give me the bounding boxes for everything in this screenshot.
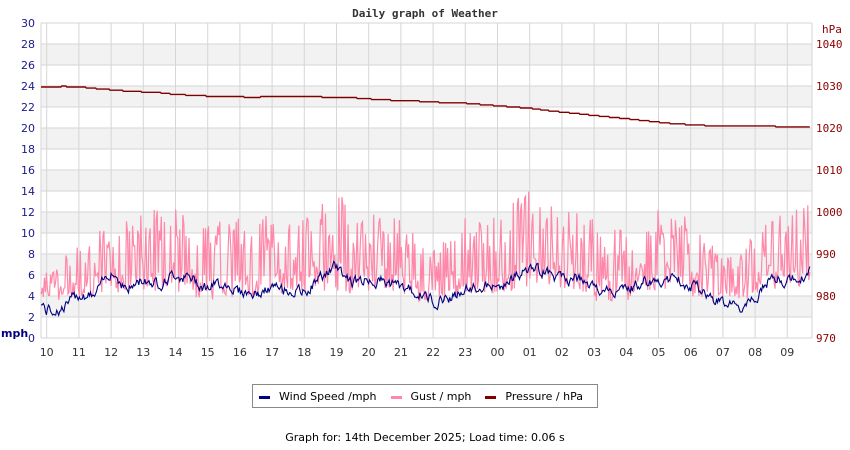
svg-text:1020: 1020 xyxy=(816,122,843,135)
svg-text:23: 23 xyxy=(458,346,472,359)
wind-speed-series xyxy=(41,260,811,318)
svg-text:1010: 1010 xyxy=(816,164,843,177)
right-y-axis-label: hPa xyxy=(822,23,842,36)
svg-text:19: 19 xyxy=(330,346,344,359)
svg-text:22: 22 xyxy=(426,346,440,359)
svg-text:10: 10 xyxy=(40,346,54,359)
wind-speed-swatch-icon xyxy=(259,396,270,399)
svg-text:08: 08 xyxy=(748,346,762,359)
graph-footer-status: Graph for: 14th December 2025; Load time… xyxy=(285,431,565,444)
left-y-axis-label: mph xyxy=(1,327,28,340)
svg-text:05: 05 xyxy=(652,346,666,359)
svg-text:1040: 1040 xyxy=(816,38,843,51)
svg-text:07: 07 xyxy=(716,346,730,359)
svg-text:1000: 1000 xyxy=(816,206,843,219)
svg-text:6: 6 xyxy=(28,269,35,282)
svg-text:970: 970 xyxy=(816,332,836,345)
svg-text:16: 16 xyxy=(21,164,35,177)
svg-text:990: 990 xyxy=(816,248,836,261)
svg-text:24: 24 xyxy=(21,80,35,93)
svg-text:10: 10 xyxy=(21,227,35,240)
svg-text:12: 12 xyxy=(21,206,35,219)
svg-text:09: 09 xyxy=(780,346,794,359)
chart-legend: Wind Speed /mph Gust / mph Pressure / hP… xyxy=(252,384,598,408)
svg-text:17: 17 xyxy=(265,346,279,359)
pressure-series xyxy=(41,85,810,128)
svg-text:15: 15 xyxy=(201,346,215,359)
plot-background-bands xyxy=(41,44,812,317)
right-y-axis-ticks: 970 980 990 1000 1010 1020 1030 1040 xyxy=(816,38,843,345)
legend-label: Wind Speed /mph xyxy=(279,389,377,403)
legend-item-wind-speed: Wind Speed /mph xyxy=(259,390,377,403)
legend-label: Gust / mph xyxy=(410,389,472,403)
svg-text:4: 4 xyxy=(28,290,35,303)
svg-text:18: 18 xyxy=(297,346,311,359)
svg-text:8: 8 xyxy=(28,248,35,261)
svg-text:13: 13 xyxy=(136,346,150,359)
svg-text:02: 02 xyxy=(555,346,569,359)
svg-text:12: 12 xyxy=(104,346,118,359)
svg-text:14: 14 xyxy=(21,185,35,198)
svg-text:0: 0 xyxy=(28,332,35,345)
svg-text:980: 980 xyxy=(816,290,836,303)
svg-text:22: 22 xyxy=(21,101,35,114)
chart-title: Daily graph of Weather xyxy=(352,7,498,20)
svg-text:2: 2 xyxy=(28,311,35,324)
horizontal-gridlines xyxy=(41,22,812,339)
legend-label: Pressure / hPa xyxy=(505,389,583,403)
svg-text:21: 21 xyxy=(394,346,408,359)
svg-text:18: 18 xyxy=(21,143,35,156)
gust-series xyxy=(40,191,811,303)
svg-text:28: 28 xyxy=(21,38,35,51)
x-axis-ticks: 10 11 12 13 14 15 16 17 18 19 20 21 22 23 00 01 02 03 04 05… xyxy=(40,346,795,359)
weather-chart: Daily graph of Weather 02468101214161820… xyxy=(1,7,843,359)
svg-text:20: 20 xyxy=(362,346,376,359)
svg-text:00: 00 xyxy=(491,346,505,359)
svg-text:04: 04 xyxy=(619,346,633,359)
svg-text:1030: 1030 xyxy=(816,80,843,93)
svg-text:06: 06 xyxy=(684,346,698,359)
svg-text:14: 14 xyxy=(169,346,183,359)
pressure-swatch-icon xyxy=(485,396,497,399)
svg-text:01: 01 xyxy=(523,346,537,359)
svg-text:20: 20 xyxy=(21,122,35,135)
gust-swatch-icon xyxy=(390,396,402,399)
svg-text:26: 26 xyxy=(21,59,35,72)
legend-item-pressure: Pressure / hPa xyxy=(485,390,583,403)
svg-text:03: 03 xyxy=(587,346,601,359)
svg-text:16: 16 xyxy=(233,346,247,359)
legend-item-gust: Gust / mph xyxy=(390,389,472,403)
svg-text:30: 30 xyxy=(21,17,35,30)
svg-text:11: 11 xyxy=(72,346,86,359)
